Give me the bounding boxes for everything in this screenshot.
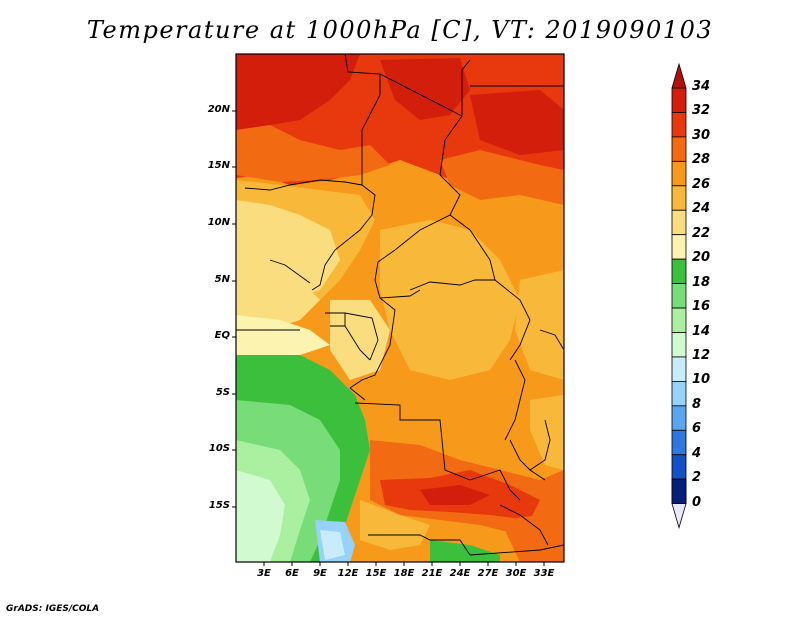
lon-label-18e: 18E — [393, 568, 415, 579]
colorbar-swatch — [671, 234, 687, 260]
colorbar-label: 14 — [692, 323, 711, 339]
colorbar-swatch — [671, 185, 687, 211]
lon-label-9e: 9E — [313, 568, 327, 579]
colorbar-label: 12 — [692, 347, 711, 363]
colorbar-swatch — [671, 112, 687, 138]
lon-tick-marks — [263, 562, 545, 566]
colorbar-swatch — [671, 405, 687, 431]
colorbar-top-arrow — [671, 62, 687, 89]
colorbar-label: 0 — [692, 494, 702, 510]
lon-label-27e: 27E — [477, 568, 499, 579]
lat-tick-marks — [232, 110, 236, 508]
temperature-field — [236, 54, 564, 562]
colorbar-swatch — [671, 160, 687, 187]
lat-label-15s: 15S — [208, 500, 230, 511]
colorbar-label: 16 — [692, 299, 711, 315]
lat-label-eq: EQ — [214, 330, 230, 341]
colorbar-swatch — [671, 87, 687, 113]
colorbar-label: 22 — [692, 225, 711, 241]
colorbar-label: 32 — [692, 103, 711, 119]
colorbar-bottom-arrow — [671, 503, 687, 530]
lon-label-6e: 6E — [285, 568, 299, 579]
colorbar — [671, 62, 687, 530]
footer-credit: GrADS: IGES/COLA — [6, 604, 100, 614]
colorbar-swatch — [671, 429, 687, 456]
lon-label-15e: 15E — [365, 568, 387, 579]
lat-label-15n: 15N — [207, 160, 230, 171]
colorbar-label: 30 — [692, 127, 711, 143]
colorbar-label: 10 — [692, 372, 711, 388]
colorbar-label: 34 — [692, 79, 711, 94]
lon-label-21e: 21E — [421, 568, 443, 579]
colorbar-label: 6 — [692, 421, 702, 437]
map-title: Temperature at 1000hPa [C], VT: 20190901… — [86, 16, 714, 44]
colorbar-label: 28 — [692, 152, 711, 168]
colorbar-label: 26 — [692, 176, 711, 192]
colorbar-label: 24 — [692, 201, 711, 217]
lat-label-5n: 5N — [214, 274, 230, 285]
colorbar-swatch — [671, 478, 687, 505]
lon-label-12e: 12E — [337, 568, 359, 579]
lat-label-20n: 20N — [207, 104, 230, 115]
lon-label-30e: 30E — [505, 568, 527, 579]
colorbar-swatch — [671, 307, 687, 333]
colorbar-label: 18 — [692, 274, 711, 290]
colorbar-label: 8 — [692, 396, 702, 412]
lon-label-24e: 24E — [449, 568, 471, 579]
colorbar-swatch — [671, 332, 687, 358]
colorbar-swatch — [671, 356, 687, 382]
lat-label-10n: 10N — [207, 217, 230, 228]
country-borders — [236, 54, 564, 556]
colorbar-swatch — [671, 136, 687, 162]
colorbar-swatch — [671, 380, 687, 407]
lat-label-10s: 10S — [208, 443, 230, 454]
colorbar-label: 4 — [692, 445, 702, 461]
colorbar-swatch — [671, 283, 687, 309]
colorbar-swatch — [671, 454, 687, 480]
lon-label-33e: 33E — [533, 568, 555, 579]
lon-label-3e: 3E — [257, 568, 271, 579]
lat-label-5s: 5S — [215, 387, 230, 398]
map-frame — [235, 53, 565, 563]
colorbar-label: 2 — [692, 470, 702, 486]
colorbar-label: 20 — [692, 250, 711, 266]
colorbar-swatch — [671, 209, 687, 236]
colorbar-swatch — [671, 258, 687, 284]
